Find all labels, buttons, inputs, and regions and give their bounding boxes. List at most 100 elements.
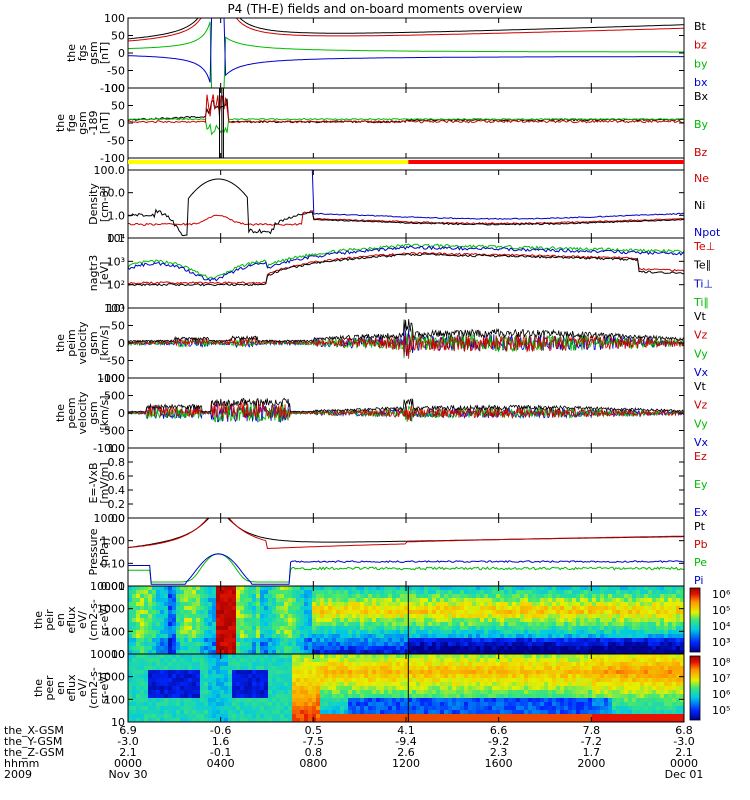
ylabel-line: fgs (76, 44, 89, 61)
spectrogram-cell (156, 602, 161, 607)
spectrogram-cell (432, 614, 437, 619)
spectrogram-cell (580, 686, 585, 691)
spectrogram-cell (128, 718, 133, 722)
spectrogram-cell (208, 702, 213, 707)
spectrogram-cell (628, 638, 633, 643)
spectrogram-cell (360, 698, 365, 703)
spectrogram-cell (152, 690, 157, 695)
spectrogram-cell (492, 606, 497, 611)
spectrogram-cell (288, 658, 293, 663)
spectrogram-cell (516, 586, 521, 591)
spectrogram-cell (508, 674, 513, 679)
spectrogram-cell (340, 594, 345, 599)
spectrogram-cell (404, 606, 409, 611)
spectrogram-cell (188, 638, 193, 643)
spectrogram-cell (468, 630, 473, 635)
spectrogram-cell (236, 718, 241, 722)
spectrogram-cell (344, 634, 349, 639)
spectrogram-cell (532, 706, 537, 711)
spectrogram-cell (680, 610, 684, 615)
spectrogram-cell (408, 690, 413, 695)
spectrogram-cell (592, 698, 597, 703)
spectrogram-cell (524, 590, 529, 595)
spectrogram-cell (256, 634, 261, 639)
spectrogram-cell (508, 710, 513, 715)
spectrogram-cell (392, 686, 397, 691)
spectrogram-cell (476, 646, 481, 651)
spectrogram-cell (492, 598, 497, 603)
spectrogram-cell (248, 606, 253, 611)
spectrogram-cell (616, 626, 621, 631)
spectrogram-cell (228, 618, 233, 623)
spectrogram-cell (316, 718, 321, 722)
spectrogram-cell (244, 638, 249, 643)
spectrogram-cell (304, 710, 309, 715)
spectrogram-cell (612, 614, 617, 619)
spectrogram-cell (580, 706, 585, 711)
spectrogram-cell (612, 702, 617, 707)
spectrogram-cell (576, 682, 581, 687)
spectrogram-cell (616, 634, 621, 639)
spectrogram-cell (292, 718, 297, 722)
spectrogram-cell (280, 674, 285, 679)
spectrogram-cell (640, 658, 645, 663)
spectrogram-cell (668, 650, 673, 654)
spectrogram-cell (540, 634, 545, 639)
spectrogram-cell (200, 642, 205, 647)
spectrogram-cell (372, 634, 377, 639)
spectrogram-cell (352, 650, 357, 654)
spectrogram-cell (384, 646, 389, 651)
spectrogram-cell (260, 614, 265, 619)
spectrogram-cell (248, 638, 253, 643)
spectrogram-cell (668, 614, 673, 619)
spectrogram-cell (212, 718, 217, 722)
spectrogram-cell (416, 622, 421, 627)
spectrogram-cell (184, 654, 189, 659)
spectrogram-cell (624, 702, 629, 707)
spectrogram-cell (352, 610, 357, 615)
spectrogram-cell (504, 690, 509, 695)
spectrogram-cell (284, 658, 289, 663)
spectrogram-cell (540, 662, 545, 667)
legend-bx: bx (694, 76, 708, 89)
spectrogram-cell (596, 634, 601, 639)
spectrogram-cell (396, 674, 401, 679)
spectrogram-cell (180, 654, 185, 659)
spectrogram-cell (652, 666, 657, 671)
spectrogram-cell (644, 674, 649, 679)
spectrogram-cell (536, 682, 541, 687)
spectrogram-cell (224, 666, 229, 671)
spectrogram-cell (632, 674, 637, 679)
spectrogram-cell (408, 626, 413, 631)
spectrogram-cell (328, 706, 333, 711)
spectrogram-cell (136, 622, 141, 627)
spectrogram-cell (404, 686, 409, 691)
spectrogram-cell (644, 614, 649, 619)
spectrogram-cell (316, 610, 321, 615)
spectrogram-cell (556, 658, 561, 663)
spectrogram-cell (480, 670, 485, 675)
spectrogram-cell (308, 718, 313, 722)
spectrogram-cell (520, 614, 525, 619)
spectrogram-cell (224, 606, 229, 611)
spectrogram-cell (240, 614, 245, 619)
spectrogram-cell (164, 674, 169, 679)
spectrogram-cell (580, 678, 585, 683)
spectrogram-cell (332, 714, 337, 719)
spectrogram-cell (244, 710, 249, 715)
spectrogram-cell (628, 586, 633, 591)
spectrogram-cell (584, 630, 589, 635)
spectrogram-cell (384, 606, 389, 611)
spectrogram-cell (220, 622, 225, 627)
spectrogram-cell (300, 646, 305, 651)
spectrogram-cell (576, 678, 581, 683)
spectrogram-cell (632, 626, 637, 631)
spectrogram-cell (160, 718, 165, 722)
spectrogram-cell (228, 646, 233, 651)
spectrogram-cell (360, 594, 365, 599)
spectrogram-cell (388, 642, 393, 647)
spectrogram-cell (284, 638, 289, 643)
spectrogram-cell (200, 626, 205, 631)
spectrogram-cell (368, 714, 373, 719)
spectrogram-cell (384, 666, 389, 671)
